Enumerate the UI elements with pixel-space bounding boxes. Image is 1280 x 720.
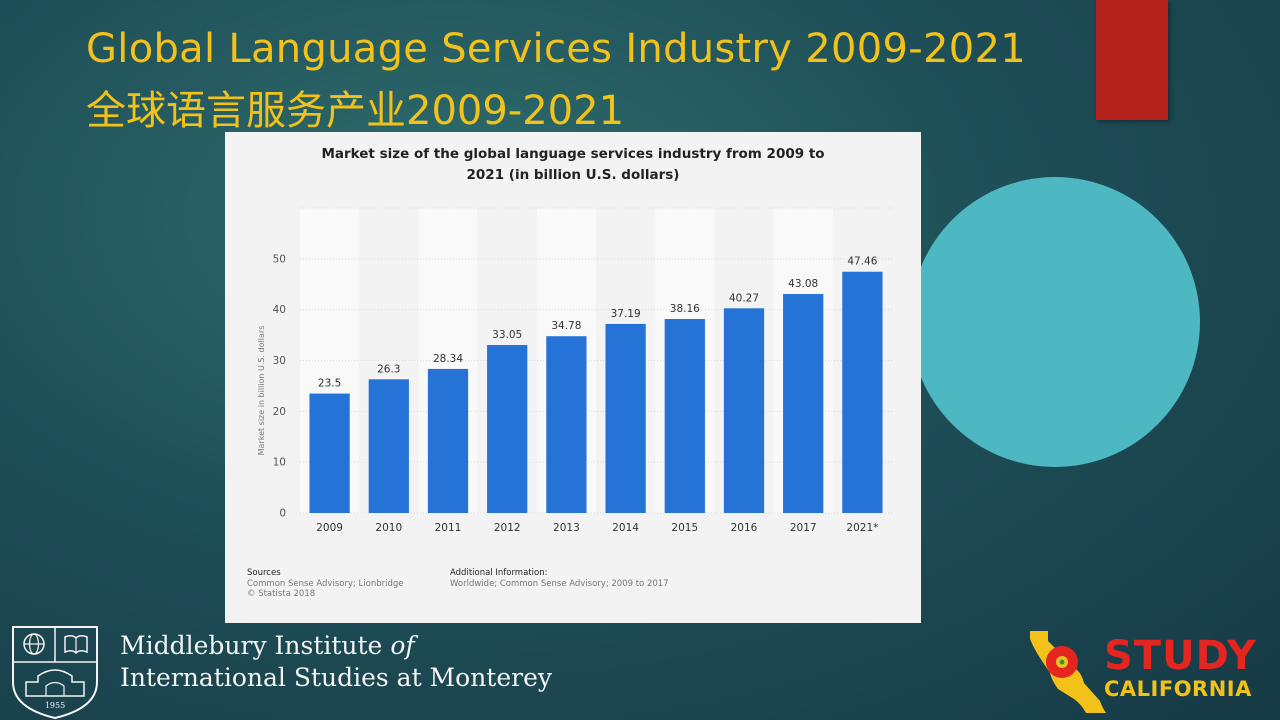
mission-building-icon (25, 669, 85, 697)
additional-info-text: Worldwide; Common Sense Advisory; 2009 t… (450, 578, 669, 589)
data-label: 23.5 (318, 378, 341, 390)
x-tick-label: 2011 (435, 522, 462, 534)
data-label: 40.27 (729, 292, 759, 304)
slide-title-english: Global Language Services Industry 2009-2… (86, 26, 1026, 72)
x-tick-label: 2015 (671, 522, 698, 534)
institute-name-line2: International Studies at Monterey (120, 663, 553, 692)
data-label: 34.78 (551, 320, 581, 332)
x-tick-label: 2016 (731, 522, 758, 534)
institute-name: Middlebury Institute of International St… (120, 630, 552, 694)
y-tick-label: 50 (273, 253, 286, 265)
chart-card: Market size of the global language servi… (225, 132, 921, 623)
bar (842, 271, 883, 513)
bar (309, 393, 350, 513)
institute-name-line1: Middlebury Institute of (120, 631, 415, 660)
study-california-logo (1030, 631, 1106, 713)
middlebury-shield-logo: 1955 (12, 626, 98, 720)
chart-title-line1: Market size of the global language servi… (321, 146, 825, 162)
bar (605, 323, 646, 513)
bar-chart: 0 10 20 30 40 50 Market size in billion U.S. d… (257, 207, 892, 534)
data-label: 33.05 (492, 329, 522, 341)
y-tick-label: 0 (279, 508, 286, 520)
data-label: 37.19 (611, 308, 641, 320)
data-label: 47.46 (847, 256, 877, 268)
sources-label: Sources (247, 568, 281, 578)
y-axis-label: Market size in billion U.S. dollars (257, 326, 266, 456)
bar (368, 379, 409, 513)
y-tick-label: 30 (273, 355, 286, 367)
bar (487, 344, 528, 513)
copyright-text: © Statista 2018 (247, 589, 316, 599)
x-tick-label: 2009 (316, 522, 343, 534)
slide-title-chinese: 全球语言服务产业2009-2021 (86, 88, 625, 134)
x-tick-label: 2013 (553, 522, 580, 534)
bar (427, 368, 469, 513)
x-tick-label: 2012 (494, 522, 521, 534)
additional-info-label: Additional Information: (450, 568, 548, 578)
sources-text: Common Sense Advisory; Lionbridge (247, 578, 404, 589)
data-label: 28.34 (433, 353, 463, 365)
globe-icon (23, 633, 45, 655)
chart-title-line2: 2021 (in billion U.S. dollars) (466, 167, 680, 183)
chart-additional-info: Additional Information: Worldwide; Commo… (450, 568, 669, 589)
bar (546, 336, 587, 513)
x-tick-label: 2010 (375, 522, 402, 534)
study-wordmark: STUDY (1104, 633, 1257, 679)
founding-year: 1955 (45, 701, 65, 710)
bar (664, 319, 705, 513)
y-tick-label: 40 (273, 304, 286, 316)
chart-title: Market size of the global language servi… (265, 144, 881, 186)
data-label: 38.16 (670, 303, 700, 315)
bar (783, 294, 824, 513)
data-label: 26.3 (377, 363, 400, 375)
teal-circle-decoration (910, 177, 1200, 467)
x-tick-label: 2021* (846, 522, 878, 534)
red-accent-bar (1096, 0, 1168, 120)
data-label: 43.08 (788, 278, 818, 290)
y-tick-label: 20 (273, 406, 286, 418)
chart-sources: Sources Common Sense Advisory; Lionbridg… (247, 568, 404, 600)
y-tick-label: 10 (273, 457, 286, 469)
book-icon (64, 634, 88, 655)
x-tick-label: 2017 (790, 522, 817, 534)
x-tick-label: 2014 (612, 522, 639, 534)
california-wordmark: CALIFORNIA (1104, 677, 1252, 701)
bar (723, 308, 765, 513)
